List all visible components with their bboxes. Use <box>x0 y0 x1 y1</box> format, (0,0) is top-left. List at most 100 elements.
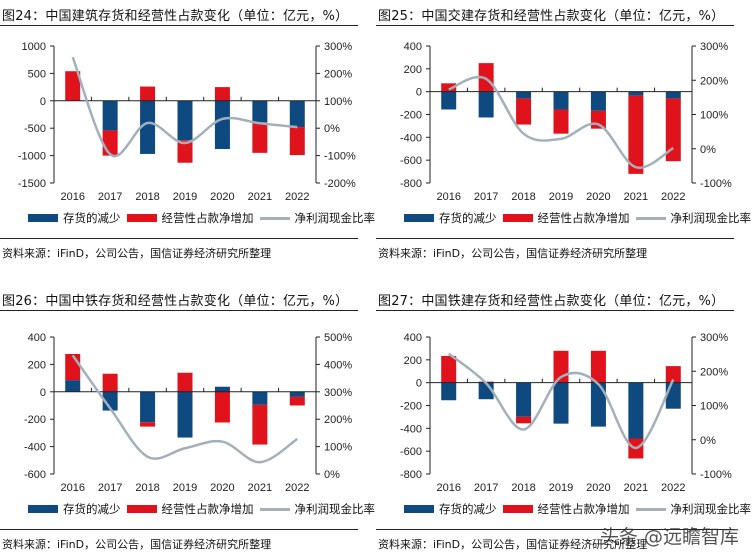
legend-item-payables: 经营性占款净增加 <box>126 501 254 517</box>
bar-inventory <box>553 91 569 110</box>
bar-payables <box>140 422 156 427</box>
chart-svg: 400 200 0 -200 -400 -600 -800 300% 200% 100% 0% -10… <box>400 41 732 203</box>
bar-inventory <box>516 91 532 99</box>
legend: 存货的减少 经营性占款净增加 净利润现金比率 <box>404 501 753 517</box>
legend-item-payables: 经营性占款净增加 <box>502 210 630 226</box>
bar-inventory <box>177 100 193 141</box>
y2-tick-label: 100% <box>324 96 352 108</box>
x-tick-label: 2017 <box>474 482 498 494</box>
source-note: 资料来源：iFinD，公司公告，国信证券经济研究所整理 <box>378 538 648 551</box>
x-tick-label: 2022 <box>661 191 685 203</box>
legend-swatch <box>502 214 533 222</box>
bar-payables <box>665 98 681 162</box>
y2-tick-label: -100% <box>700 178 732 190</box>
title-divider <box>376 310 734 311</box>
chart-title: 图24：中国建筑存货和经营性占款变化（单位：亿元，%） <box>2 9 349 24</box>
legend-item-ratio: 净利润现金比率 <box>635 210 751 226</box>
bar-payables <box>214 391 230 423</box>
x-tick-label: 2019 <box>173 191 197 203</box>
y-tick-label: -200 <box>400 401 422 413</box>
y-tick-label: -600 <box>400 155 422 167</box>
y2-tick-label: -100% <box>324 151 356 163</box>
legend-item-payables: 经营性占款净增加 <box>126 210 254 226</box>
y2-tick-label: 0% <box>700 144 716 156</box>
y-tick-label: -400 <box>400 132 422 144</box>
y-tick-label: 200 <box>28 359 46 371</box>
source-divider <box>376 238 734 239</box>
bar-inventory <box>140 391 156 423</box>
x-tick-label: 2021 <box>248 191 272 203</box>
legend-swatch <box>635 216 666 220</box>
y2-tick-label: 0% <box>700 435 716 447</box>
source-note: 资料来源：iFinD，公司公告，国信证券经济研究所整理 <box>378 247 648 260</box>
legend-label: 净利润现金比率 <box>294 211 376 225</box>
source-note: 资料来源：iFinD，公司公告，国信证券经济研究所整理 <box>2 247 272 260</box>
bar-payables <box>516 98 532 125</box>
legend-swatch <box>404 505 434 513</box>
y2-tick-label: 0% <box>324 123 340 135</box>
bar-inventory <box>289 100 305 128</box>
x-tick-label: 2021 <box>248 482 272 494</box>
y-tick-label: 200 <box>404 64 422 76</box>
y-tick-label: -1500 <box>18 178 46 190</box>
bar-inventory <box>516 382 532 417</box>
bar-payables <box>665 366 681 383</box>
y-tick-label: -600 <box>24 469 46 481</box>
bar-payables <box>516 416 532 424</box>
chart-panel: 图27：中国铁建存货和经营性占款变化（单位：亿元，%） 存货的减少 经营性占款净… <box>376 285 751 560</box>
bar-payables <box>65 71 81 101</box>
title-divider <box>0 25 358 26</box>
bar-payables <box>102 130 118 156</box>
y-tick-label: -800 <box>400 178 422 190</box>
chart-title: 图27：中国铁建存货和经营性占款变化（单位：亿元，%） <box>378 294 725 309</box>
bar-payables <box>441 83 457 92</box>
bar-payables <box>289 396 305 406</box>
legend: 存货的减少 经营性占款净增加 净利润现金比率 <box>28 210 381 226</box>
bar-inventory <box>590 382 606 427</box>
x-tick-label: 2019 <box>549 482 573 494</box>
y2-tick-label: -200% <box>324 178 356 190</box>
y2-tick-label: 500% <box>324 332 352 344</box>
legend-swatch <box>28 214 58 222</box>
chart-title: 图25：中国交建存货和经营性占款变化（单位：亿元，%） <box>378 9 725 24</box>
y-tick-label: -600 <box>400 446 422 458</box>
x-tick-label: 2018 <box>511 191 535 203</box>
legend-item-ratio: 净利润现金比率 <box>259 210 376 226</box>
legend-label: 存货的减少 <box>439 502 497 516</box>
legend-swatch <box>259 507 290 511</box>
legend-label: 存货的减少 <box>63 502 121 516</box>
x-tick-label: 2021 <box>624 482 648 494</box>
bar-payables <box>590 350 606 383</box>
x-tick-label: 2017 <box>98 191 122 203</box>
chart-svg: 400 200 0 -200 -400 -600 500% 400% 300% 200% 100% 0… <box>24 332 352 494</box>
bar-payables <box>628 95 644 174</box>
bar-inventory <box>177 391 193 438</box>
legend-swatch <box>28 505 58 513</box>
bar-payables <box>102 373 118 392</box>
y-tick-label: -500 <box>24 123 46 135</box>
x-tick-label: 2017 <box>98 482 122 494</box>
y-tick-label: 400 <box>404 41 422 53</box>
y2-tick-label: 0% <box>324 469 340 481</box>
legend-item-inventory: 存货的减少 <box>28 210 121 226</box>
legend-label: 净利润现金比率 <box>670 502 752 516</box>
legend: 存货的减少 经营性占款净增加 净利润现金比率 <box>404 210 753 226</box>
y-tick-label: 1000 <box>22 41 46 53</box>
source-divider <box>0 529 358 530</box>
bar-payables <box>252 404 268 445</box>
bar-inventory <box>553 382 569 424</box>
y-tick-label: 0 <box>416 87 422 99</box>
y2-tick-label: 200% <box>324 68 352 80</box>
bar-inventory <box>478 91 494 118</box>
y2-tick-label: 100% <box>700 110 728 122</box>
bar-inventory <box>252 391 268 405</box>
legend-label: 经营性占款净增加 <box>161 502 254 516</box>
legend-label: 存货的减少 <box>439 211 497 225</box>
title-divider <box>376 25 734 26</box>
bar-inventory <box>441 91 457 110</box>
x-tick-label: 2017 <box>474 191 498 203</box>
y-tick-label: -200 <box>24 414 46 426</box>
y2-tick-label: 300% <box>324 387 352 399</box>
watermark: 头条 @远瞻智库 <box>600 526 740 548</box>
y2-tick-label: 100% <box>700 401 728 413</box>
